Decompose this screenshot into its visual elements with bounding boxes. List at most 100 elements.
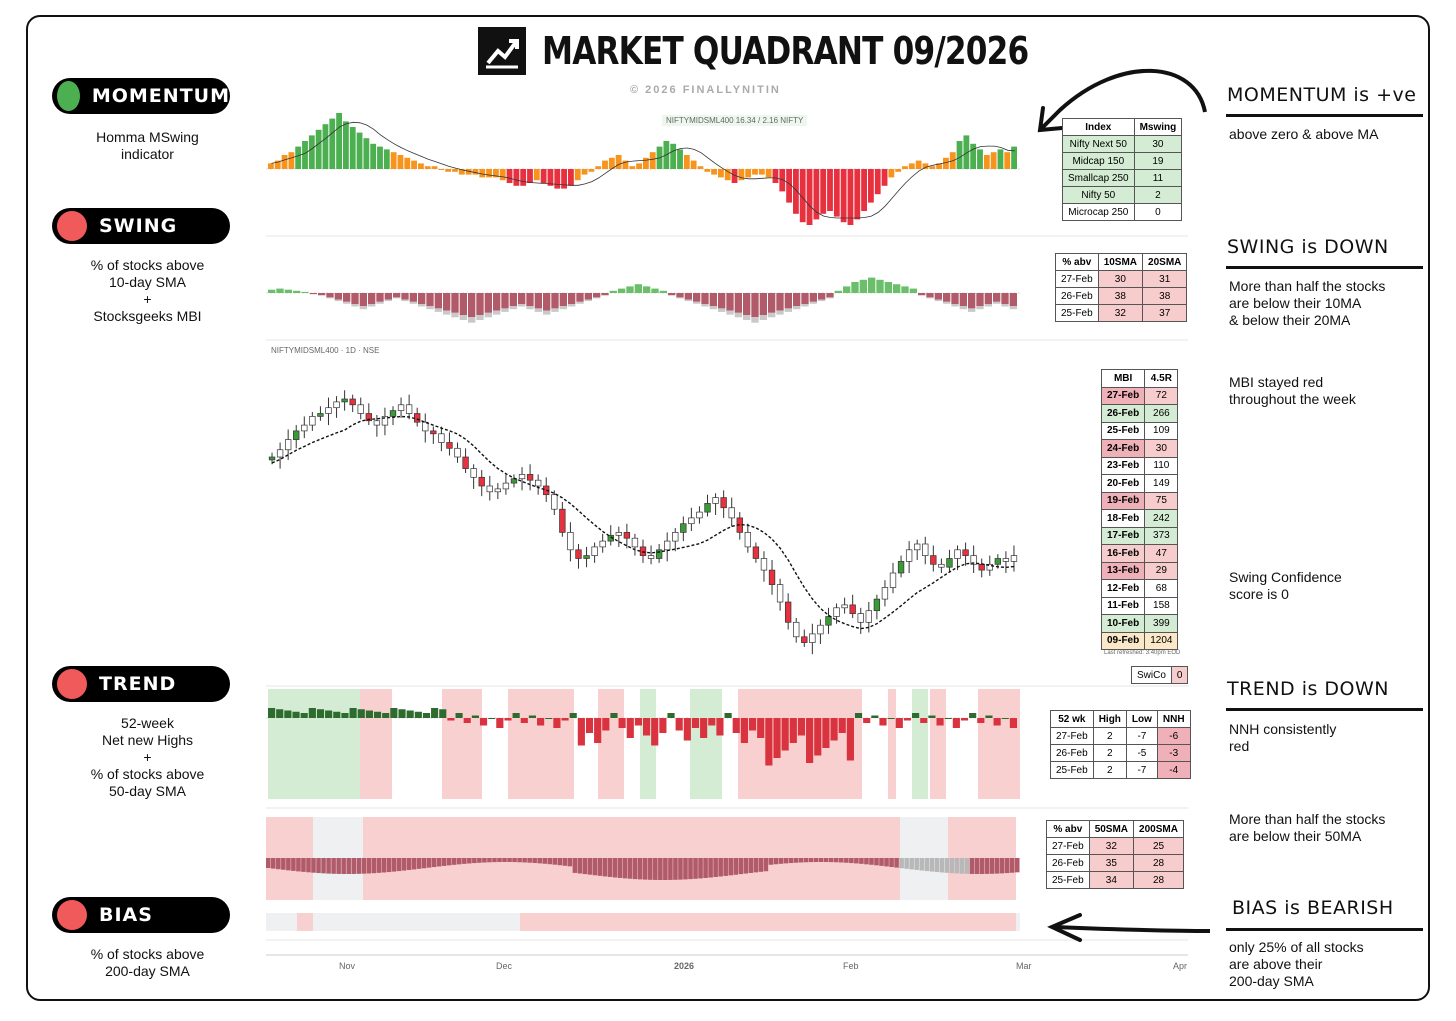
table-cell: 19 xyxy=(1133,152,1183,170)
swing-bar xyxy=(284,289,292,293)
swing-bar xyxy=(501,293,509,309)
sma50-bar xyxy=(386,858,392,873)
candle-body xyxy=(502,482,510,490)
nnh-bar xyxy=(691,718,700,728)
nnh-zone xyxy=(912,689,928,799)
sma50-bar xyxy=(276,858,281,870)
sma50-bar xyxy=(793,858,799,863)
swing-bar xyxy=(851,282,859,293)
table-cell: 37 xyxy=(1142,304,1188,322)
mbi-value-cell: 266 xyxy=(1144,404,1179,423)
table-cell: 28 xyxy=(1133,854,1184,872)
swing-bar xyxy=(584,293,592,300)
sma50-bar xyxy=(979,858,985,874)
copyright: © 2026 FINALLYNITIN xyxy=(630,84,781,96)
bias-heading: BIAS is BEARISH xyxy=(1232,897,1394,919)
table-cell: 27-Feb xyxy=(1046,837,1090,855)
swing-bar-secondary xyxy=(559,306,567,310)
divider xyxy=(1226,708,1423,711)
swing-bar-secondary xyxy=(426,306,434,310)
momentum-bar xyxy=(990,152,997,169)
swing-bar xyxy=(701,293,709,304)
candle-body xyxy=(486,485,493,493)
sma50-bar xyxy=(366,858,372,874)
candle-body xyxy=(438,433,445,443)
sma50-bar xyxy=(281,858,286,870)
candle-body xyxy=(946,558,953,568)
sma50-bar xyxy=(859,858,864,864)
swing-bar xyxy=(734,293,742,313)
sma50-bar xyxy=(416,858,422,869)
swing-bar xyxy=(743,293,751,315)
bias-pill: BIAS xyxy=(52,897,230,933)
table-header: 4.5R xyxy=(1144,369,1179,388)
sma50-bar xyxy=(306,858,311,873)
swing-bar xyxy=(526,293,534,307)
candle-body xyxy=(276,449,284,458)
swing-bar xyxy=(751,293,759,318)
mswing-table: Index Mswing Nifty Next 50 30 Midcap 150 19… xyxy=(1062,118,1183,221)
nnh-bar xyxy=(333,711,341,718)
sma50-bar xyxy=(401,858,407,871)
momentum-bar xyxy=(561,169,567,189)
sma50-table: % abv 50SMA 200SMA 27-Feb 32 25 26-Feb 35 28 2… xyxy=(1046,820,1184,889)
swing-bar xyxy=(359,293,367,307)
sma50-bar xyxy=(758,858,764,872)
swing-bar-secondary xyxy=(959,306,967,310)
swing-bar-secondary xyxy=(568,304,576,307)
candle-body xyxy=(897,561,905,574)
table-cell: 26-Feb xyxy=(1046,854,1090,872)
momentum-bar xyxy=(608,157,615,169)
sma50-bar xyxy=(723,858,728,876)
momentum-ma-line xyxy=(271,121,1015,219)
sma50-bar xyxy=(532,858,537,864)
candle-body xyxy=(905,549,913,562)
bias-desc: % of stocks above 200-day SMA xyxy=(90,946,205,979)
nnh-bar xyxy=(341,713,349,718)
nnh-bar xyxy=(561,718,569,721)
nnh-bar xyxy=(806,718,814,763)
sma50-bar xyxy=(341,858,346,874)
momentum-bar xyxy=(745,169,752,178)
swing-bar xyxy=(376,293,384,302)
swing-bar xyxy=(859,279,867,293)
nnh-zone xyxy=(442,689,482,799)
momentum-label: MOMENTUM xyxy=(91,85,230,107)
swing-bar-secondary xyxy=(393,297,401,299)
swing-bar xyxy=(434,293,442,309)
swing-bar-secondary xyxy=(501,308,509,312)
momentum-bar xyxy=(274,160,281,169)
sma50-bar xyxy=(557,858,563,866)
nnh-bar xyxy=(463,718,471,723)
swing-bar-secondary xyxy=(776,310,784,315)
trend-note: NNH consistently red xyxy=(1229,721,1337,754)
nnh-bar xyxy=(912,713,920,718)
candle-body xyxy=(357,404,364,414)
table-cell: 2 xyxy=(1092,727,1127,745)
sma50-bar xyxy=(874,858,879,866)
momentum-bar xyxy=(922,163,929,169)
nnh-zone xyxy=(378,689,392,799)
swing-bar xyxy=(343,293,351,302)
trend-pill: TREND xyxy=(52,666,230,702)
swing-bar xyxy=(626,286,634,293)
sma50-bar xyxy=(371,858,377,874)
divider xyxy=(1226,266,1423,269)
candle-body xyxy=(914,543,921,551)
bias-zone xyxy=(297,913,313,931)
sma50-bar xyxy=(989,858,995,874)
swing-bar xyxy=(959,293,967,307)
momentum-bar xyxy=(677,149,683,169)
candle-body xyxy=(623,532,631,539)
table-cell: Midcap 150 xyxy=(1062,152,1135,170)
momentum-bar xyxy=(1011,146,1017,169)
nnh-bar xyxy=(724,713,732,718)
swing-bar-secondary xyxy=(918,295,926,296)
momentum-bar xyxy=(758,169,765,175)
swing-bar-secondary xyxy=(1001,304,1009,307)
mbi-value-cell: 242 xyxy=(1144,509,1179,528)
swing-bar-secondary xyxy=(709,306,717,310)
nnh-zone xyxy=(888,689,896,799)
status-dot-red xyxy=(57,211,87,241)
